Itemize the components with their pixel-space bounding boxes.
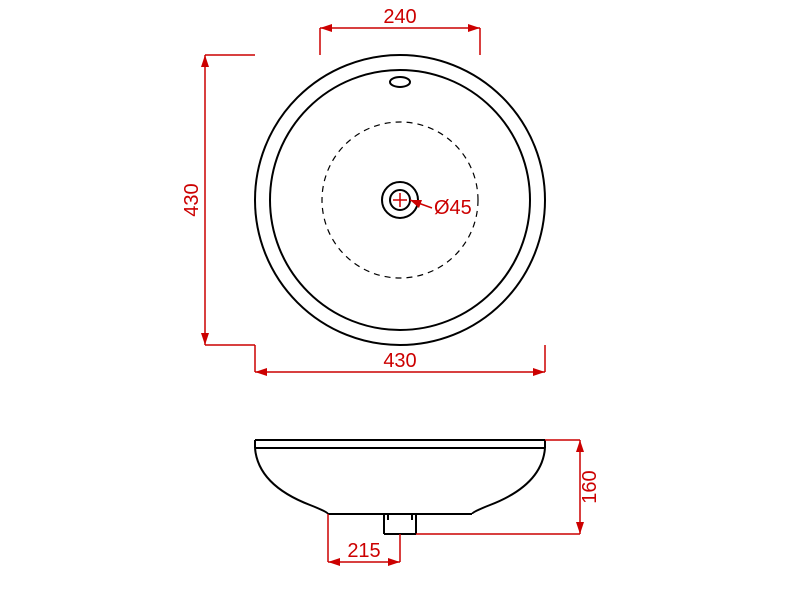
dim-drain-45: Ø45 xyxy=(410,197,472,219)
dim-bottom-430: 430 xyxy=(255,345,545,376)
dim-240-label: 240 xyxy=(383,6,416,28)
dim-side-160: 160 xyxy=(416,440,601,534)
dim-side-215: 215 xyxy=(328,514,400,566)
overflow-hole xyxy=(390,77,410,87)
dim-top-240: 240 xyxy=(320,6,480,55)
side-view xyxy=(255,440,545,534)
dim-215-label: 215 xyxy=(347,540,380,562)
top-view xyxy=(255,55,545,345)
dim-430h-label: 430 xyxy=(383,350,416,372)
dim-430v-label: 430 xyxy=(181,183,203,216)
dim-160-label: 160 xyxy=(579,470,601,503)
drawing-canvas: 240 430 430 Ø45 xyxy=(0,0,800,600)
dim-45-label: Ø45 xyxy=(434,197,472,219)
dim-left-430: 430 xyxy=(181,55,255,345)
